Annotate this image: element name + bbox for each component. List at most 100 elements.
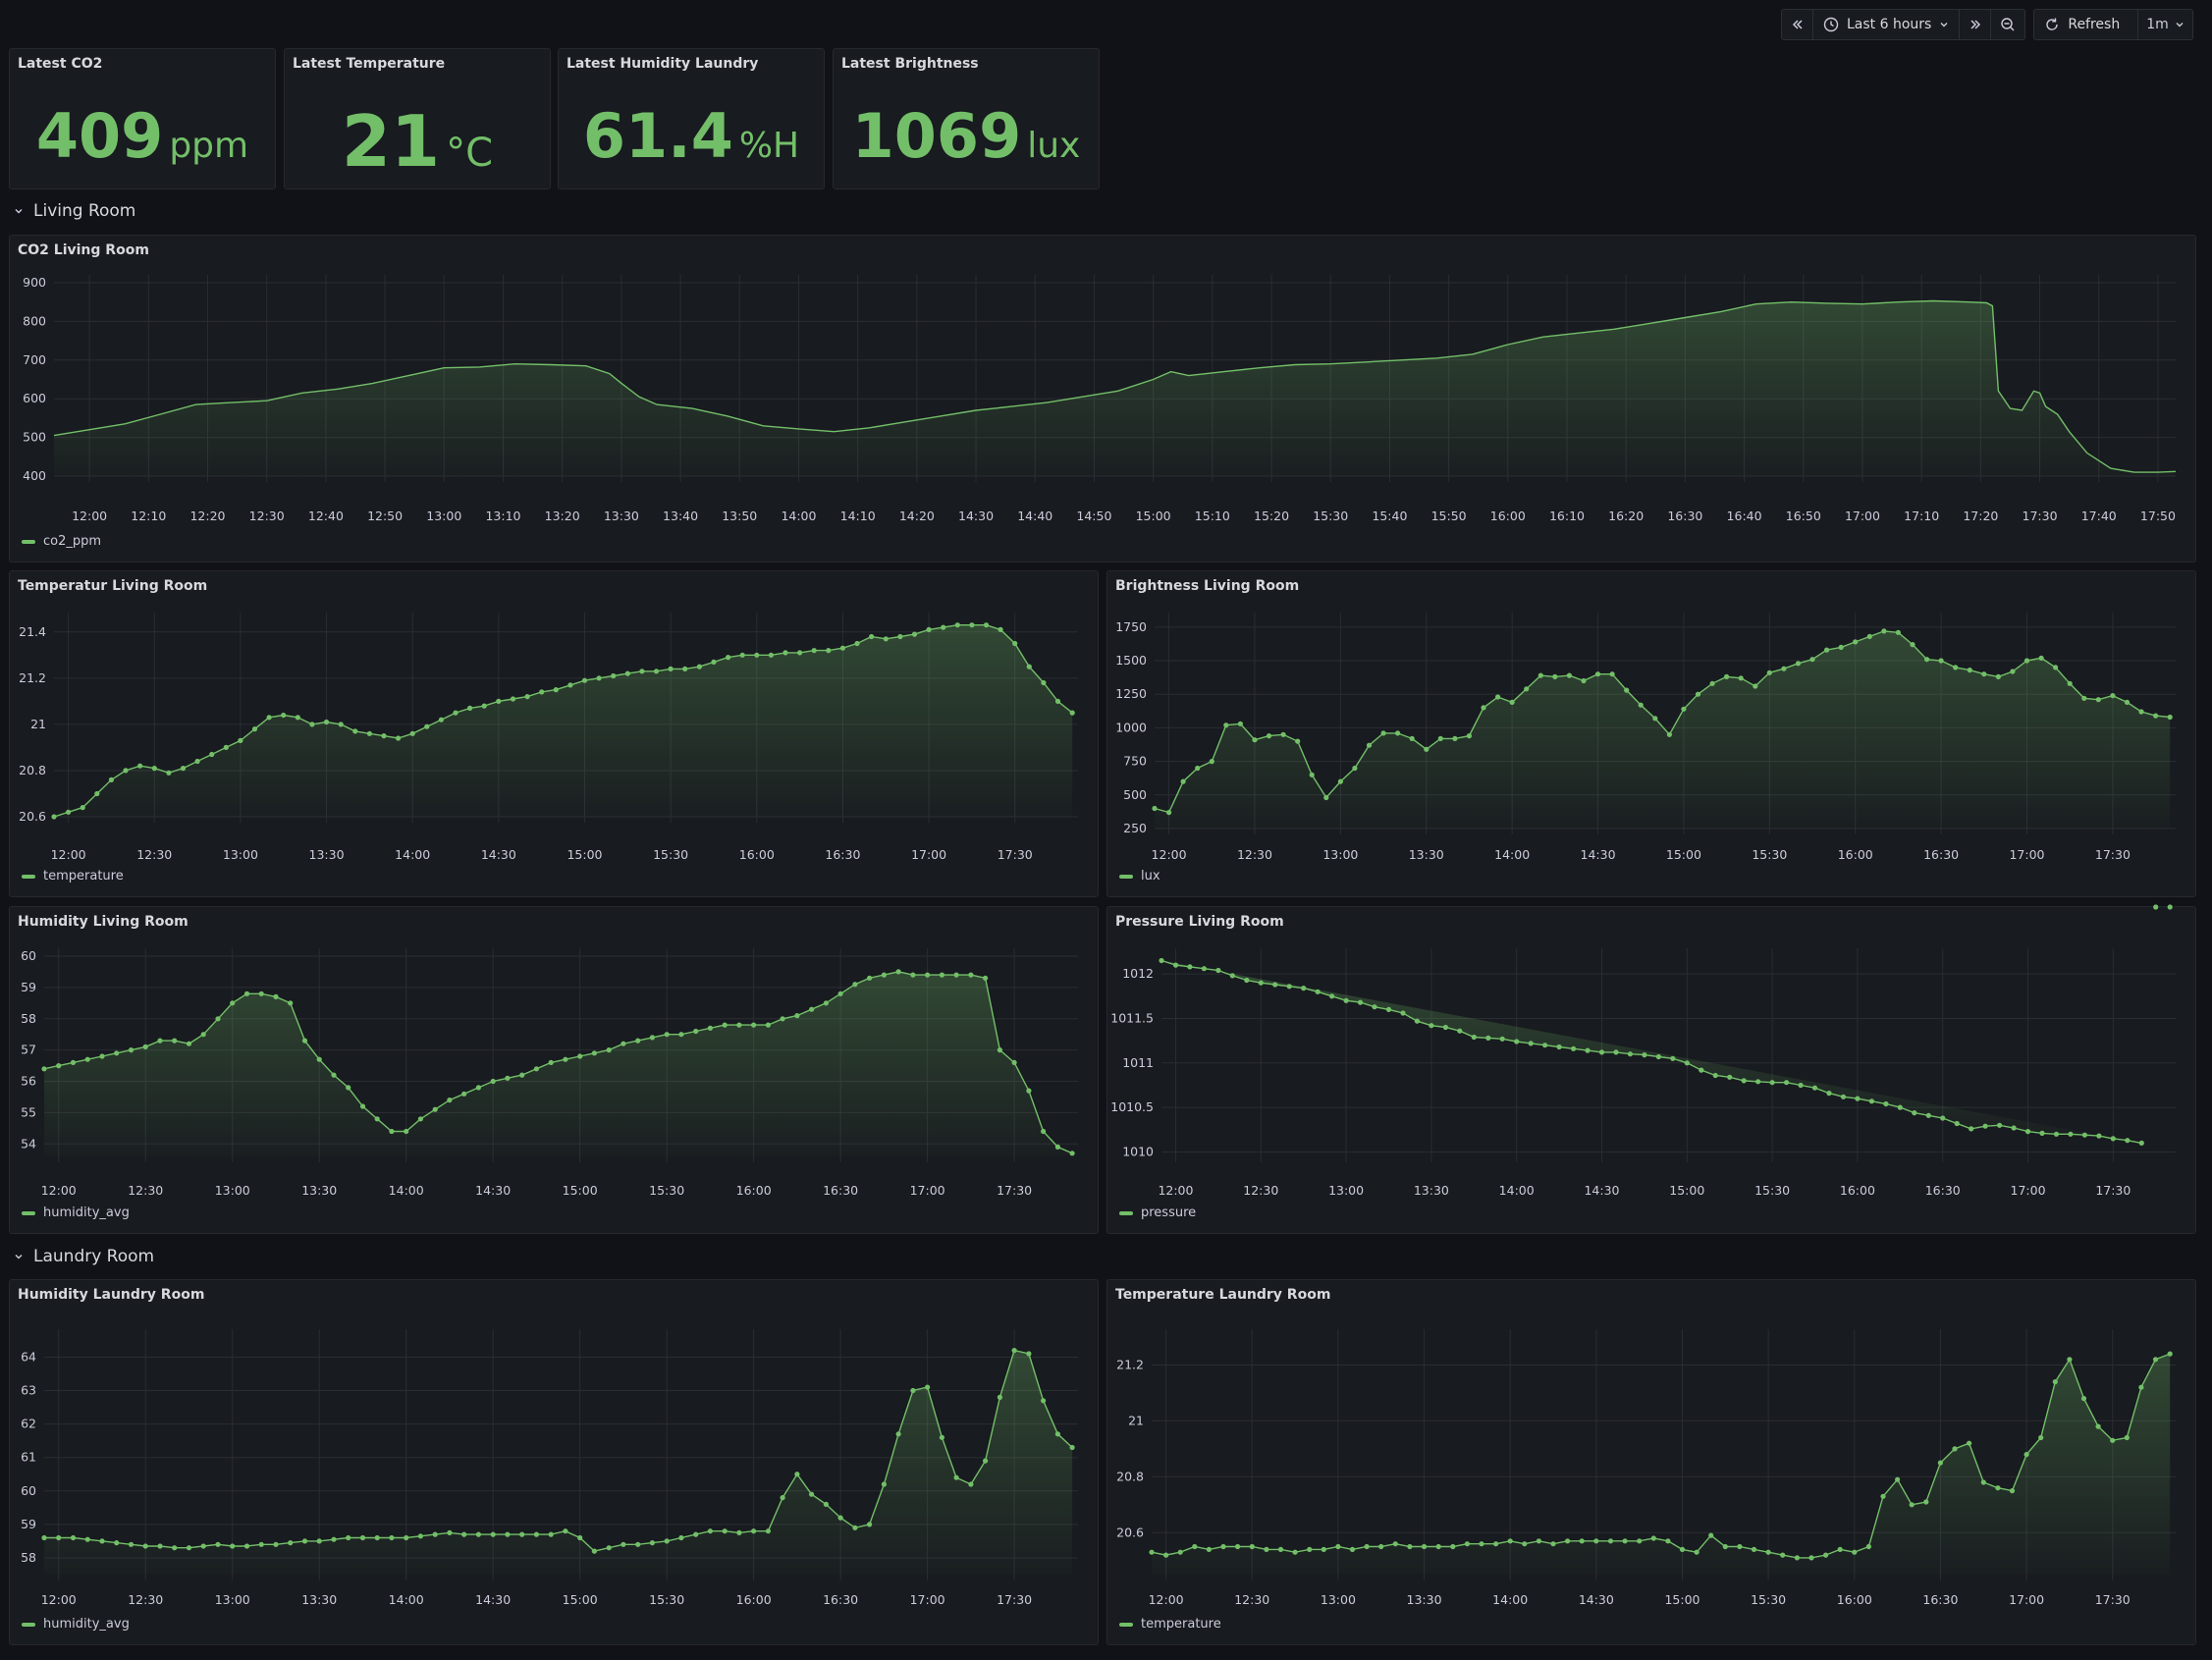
stat-panel-brightness[interactable]: Latest Brightness 1069 lux (833, 48, 1100, 189)
data-point[interactable] (389, 1534, 395, 1541)
data-point[interactable] (1579, 1538, 1585, 1544)
data-point[interactable] (2053, 1131, 2060, 1137)
data-point[interactable] (1694, 1549, 1699, 1555)
data-point[interactable] (736, 1529, 742, 1535)
data-point[interactable] (2138, 1140, 2144, 1146)
refresh-button[interactable]: Refresh (2034, 10, 2139, 39)
panel-humidity-laundry-room[interactable]: Humidity Laundry Room 64 63 62 61 60 59 58 12:00… (9, 1279, 1099, 1645)
data-point[interactable] (359, 1103, 366, 1109)
data-point[interactable] (620, 1541, 626, 1547)
data-point[interactable] (108, 776, 114, 782)
data-point[interactable] (417, 1533, 423, 1539)
data-point[interactable] (475, 1085, 481, 1091)
data-point[interactable] (366, 730, 372, 736)
data-point[interactable] (172, 1038, 178, 1044)
data-point[interactable] (331, 1072, 337, 1078)
data-point[interactable] (1479, 1541, 1484, 1547)
data-point[interactable] (1897, 1104, 1903, 1110)
data-point[interactable] (374, 1116, 380, 1122)
data-point[interactable] (404, 1534, 409, 1541)
data-point[interactable] (910, 972, 916, 978)
data-point[interactable] (2096, 1133, 2102, 1139)
data-point[interactable] (1638, 702, 1644, 708)
data-point[interactable] (539, 689, 545, 695)
data-point[interactable] (215, 1016, 221, 1022)
data-point[interactable] (895, 969, 901, 975)
data-point[interactable] (1471, 1034, 1477, 1041)
data-point[interactable] (1923, 1499, 1929, 1505)
data-point[interactable] (251, 726, 258, 732)
data-point[interactable] (1026, 664, 1032, 669)
data-point[interactable] (1424, 746, 1430, 752)
data-point[interactable] (1556, 1044, 1562, 1050)
data-point[interactable] (611, 672, 617, 679)
data-point[interactable] (1838, 644, 1844, 650)
data-point[interactable] (1163, 1552, 1169, 1558)
data-point[interactable] (2010, 669, 2016, 674)
data-point[interactable] (997, 1047, 1003, 1053)
data-point[interactable] (301, 1038, 308, 1044)
data-point[interactable] (533, 1066, 540, 1072)
data-point[interactable] (678, 1534, 684, 1541)
data-point[interactable] (1041, 1398, 1047, 1404)
data-point[interactable] (1552, 673, 1558, 679)
data-point[interactable] (883, 636, 889, 642)
data-point[interactable] (925, 1384, 931, 1390)
data-point[interactable] (1237, 721, 1243, 726)
data-point[interactable] (1026, 1088, 1032, 1094)
stat-panel-humidity-laundry[interactable]: Latest Humidity Laundry 61.4 %H (558, 48, 825, 189)
data-point[interactable] (41, 1066, 47, 1072)
data-point[interactable] (1229, 973, 1235, 979)
data-point[interactable] (1665, 1538, 1671, 1544)
data-point[interactable] (1727, 1074, 1733, 1080)
data-point[interactable] (1414, 1018, 1420, 1024)
data-point[interactable] (953, 1474, 959, 1480)
data-point[interactable] (1566, 672, 1572, 678)
data-point[interactable] (1642, 1052, 1647, 1058)
data-point[interactable] (1012, 640, 1018, 647)
data-point[interactable] (200, 1543, 206, 1549)
data-point[interactable] (467, 705, 473, 711)
data-point[interactable] (1938, 658, 1944, 664)
data-point[interactable] (533, 1531, 540, 1537)
data-point[interactable] (1252, 737, 1258, 743)
data-point[interactable] (461, 1091, 467, 1097)
data-point[interactable] (41, 1534, 47, 1541)
panel-humidity-living-room[interactable]: Humidity Living Room 60 59 58 57 56 55 54 12:00 1… (9, 906, 1099, 1234)
data-point[interactable] (998, 626, 1003, 632)
data-point[interactable] (1995, 673, 2001, 679)
data-point[interactable] (2167, 1351, 2173, 1357)
data-point[interactable] (1464, 1541, 1470, 1547)
data-point[interactable] (1755, 1079, 1761, 1085)
data-point[interactable] (1969, 1126, 1974, 1132)
data-point[interactable] (56, 1063, 62, 1069)
data-point[interactable] (1751, 1546, 1757, 1552)
data-point[interactable] (2024, 1129, 2031, 1135)
data-point[interactable] (1457, 1028, 1463, 1034)
data-point[interactable] (1522, 1541, 1528, 1547)
data-point[interactable] (1769, 1080, 1775, 1086)
data-point[interactable] (359, 1534, 366, 1541)
data-point[interactable] (1953, 665, 1959, 670)
data-point[interactable] (1741, 1078, 1747, 1084)
data-point[interactable] (396, 735, 402, 741)
data-point[interactable] (1069, 710, 1075, 716)
data-point[interactable] (794, 1472, 800, 1477)
data-point[interactable] (997, 1394, 1003, 1400)
data-point[interactable] (475, 1531, 481, 1537)
data-point[interactable] (926, 626, 932, 632)
data-point[interactable] (519, 1072, 525, 1078)
data-point[interactable] (215, 1541, 221, 1547)
data-point[interactable] (711, 659, 717, 665)
data-point[interactable] (417, 1116, 423, 1122)
data-point[interactable] (1244, 977, 1250, 984)
data-point[interactable] (1315, 989, 1321, 994)
data-point[interactable] (1712, 1072, 1718, 1079)
data-point[interactable] (2081, 1132, 2087, 1138)
data-point[interactable] (223, 744, 229, 750)
data-point[interactable] (722, 1022, 728, 1028)
data-point[interactable] (316, 1538, 322, 1544)
data-point[interactable] (2138, 709, 2144, 715)
data-point[interactable] (809, 1491, 815, 1497)
data-point[interactable] (1909, 1502, 1915, 1508)
